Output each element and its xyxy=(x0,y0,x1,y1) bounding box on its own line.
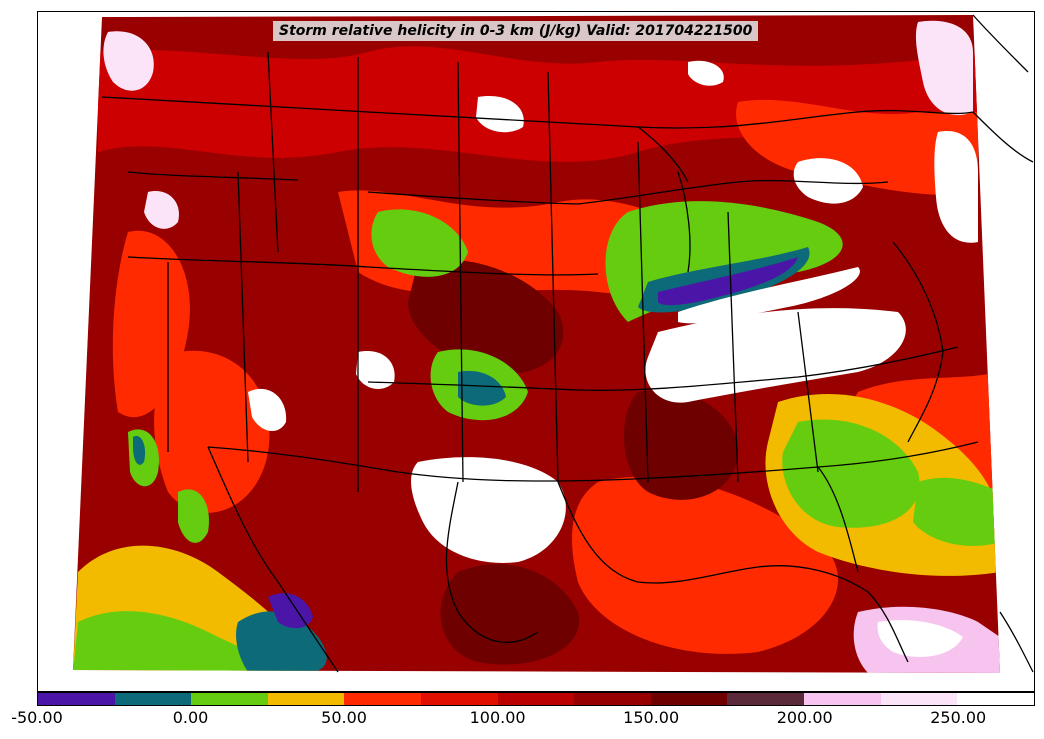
map-panel: Storm relative helicity in 0-3 km (J/kg)… xyxy=(37,11,1035,692)
colorbar-segment xyxy=(38,693,115,705)
colorbar-tick-label: 250.00 xyxy=(930,708,987,727)
colorbar-segment xyxy=(880,693,958,705)
colorbar-segment xyxy=(114,693,192,705)
colorbar-segment xyxy=(497,693,575,705)
colorbar-tick-label: -50.00 xyxy=(11,708,63,727)
map-title: Storm relative helicity in 0-3 km (J/kg)… xyxy=(273,21,759,41)
colorbar-segment xyxy=(344,693,422,705)
colorbar-segment xyxy=(574,693,651,705)
colorbar-segment xyxy=(267,693,345,705)
colorbar-segment xyxy=(191,693,268,705)
colorbar-tick-label: 100.00 xyxy=(469,708,526,727)
colorbar-tick-label: 50.00 xyxy=(321,708,367,727)
helicity-map xyxy=(73,14,1034,673)
colorbar-tick-label: 150.00 xyxy=(623,708,680,727)
colorbar-segment xyxy=(421,693,498,705)
colorbar-tick-label: 0.00 xyxy=(172,708,209,727)
helicity-field xyxy=(73,20,1000,673)
colorbar-tick-label: 200.00 xyxy=(776,708,833,727)
colorbar-segment xyxy=(804,693,881,705)
boundaries xyxy=(101,14,1034,673)
colorbar xyxy=(37,692,1035,706)
colorbar-segment xyxy=(650,693,728,705)
colorbar-segment xyxy=(727,693,805,705)
colorbar-segment xyxy=(957,693,1034,705)
